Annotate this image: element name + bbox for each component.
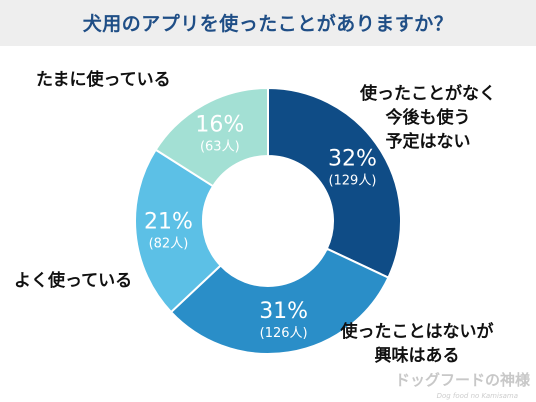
- slice-category-label-0: 使ったことがなく 今後も使う 予定はない: [343, 82, 513, 154]
- chart-header: 犬用のアプリを使ったことがありますか？: [0, 0, 536, 46]
- slice-count-label-1: (126人): [260, 326, 308, 341]
- slice-category-line: たまに使っている: [36, 70, 171, 90]
- donut-slice-3: [154, 86, 269, 188]
- slice-category-line: 使ったことはないが: [340, 322, 494, 342]
- slice-percent-label-3: 16%: [195, 112, 244, 137]
- slice-category-line: 予定はない: [385, 132, 471, 152]
- slice-category-label-3: たまに使っている: [36, 68, 206, 92]
- slice-category-line: 興味はある: [374, 346, 460, 366]
- watermark-logo: ドッグフードの神様: [394, 371, 530, 389]
- slice-category-label-2: よく使っている: [14, 269, 164, 293]
- chart-title: 犬用のアプリを使ったことがありますか？: [82, 13, 454, 35]
- slice-category-line: よく使っている: [14, 271, 133, 291]
- slice-percent-label-0: 32%: [328, 146, 377, 171]
- donut-slices: [134, 86, 402, 355]
- slice-category-line: 今後も使う: [385, 108, 471, 128]
- slice-count-label-0: (129人): [328, 173, 376, 188]
- donut-slice-1: [169, 247, 390, 355]
- slice-count-label-2: (82人): [149, 236, 189, 251]
- slice-percent-label-2: 21%: [144, 209, 193, 234]
- watermark-subtitle: Dog food no Kamisama: [436, 392, 518, 400]
- donut-slice-0: [267, 86, 402, 279]
- donut-slice-2: [134, 148, 223, 314]
- slice-category-label-1: 使ったことはないが 興味はある: [322, 320, 512, 368]
- slice-category-line: 使ったことがなく: [360, 84, 496, 104]
- donut-slice-labels: 32% (129人) 31% (126人) 21% (82人) 16% (63人): [144, 112, 377, 340]
- slice-percent-label-1: 31%: [259, 299, 308, 324]
- slice-count-label-3: (63人): [200, 139, 240, 154]
